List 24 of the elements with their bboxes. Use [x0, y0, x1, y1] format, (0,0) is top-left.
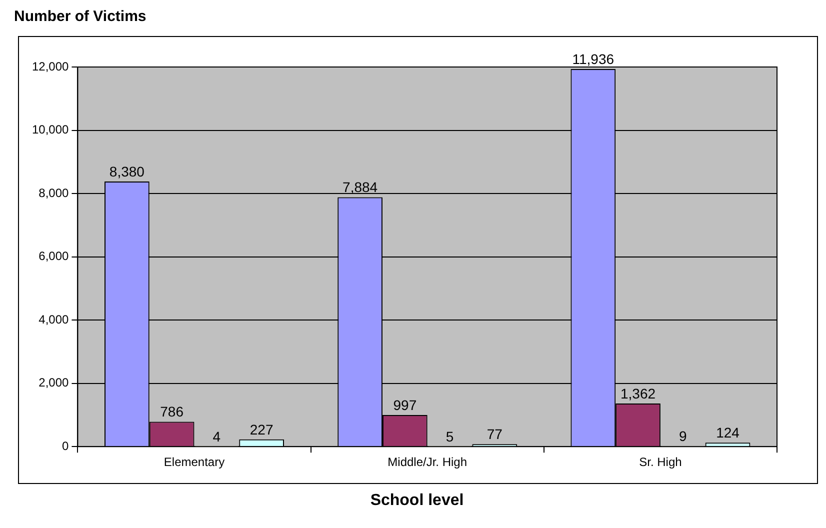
data-label: 11,936 [572, 50, 614, 67]
data-label: 1,362 [620, 385, 656, 402]
x-tick-label: Sr. High [639, 455, 682, 470]
x-tick-label: Middle/Jr. High [388, 455, 468, 470]
data-label: 124 [716, 424, 740, 441]
x-axis-title: School level [369, 492, 465, 510]
data-label: 4 [212, 428, 221, 444]
x-tick-label: Elementary [164, 455, 225, 470]
chart-title: Number of Victims [14, 8, 148, 27]
data-label: 9 [678, 428, 687, 444]
data-label: 8,380 [109, 163, 145, 180]
data-label: 77 [486, 426, 503, 442]
y-tick-label: 8,000 [38, 186, 70, 200]
y-tick-label: 6,000 [38, 249, 70, 264]
data-label: 227 [250, 421, 274, 438]
data-label: 786 [160, 404, 184, 420]
y-tick-label: 10,000 [32, 122, 70, 137]
data-label: 7,884 [342, 179, 378, 196]
y-tick-label: 0 [62, 438, 70, 453]
y-tick-label: 4,000 [38, 312, 70, 326]
data-label: 997 [393, 396, 417, 413]
data-label: 5 [446, 428, 454, 444]
y-tick-label: 2,000 [38, 376, 70, 390]
y-tick-label: 12,000 [32, 59, 70, 74]
